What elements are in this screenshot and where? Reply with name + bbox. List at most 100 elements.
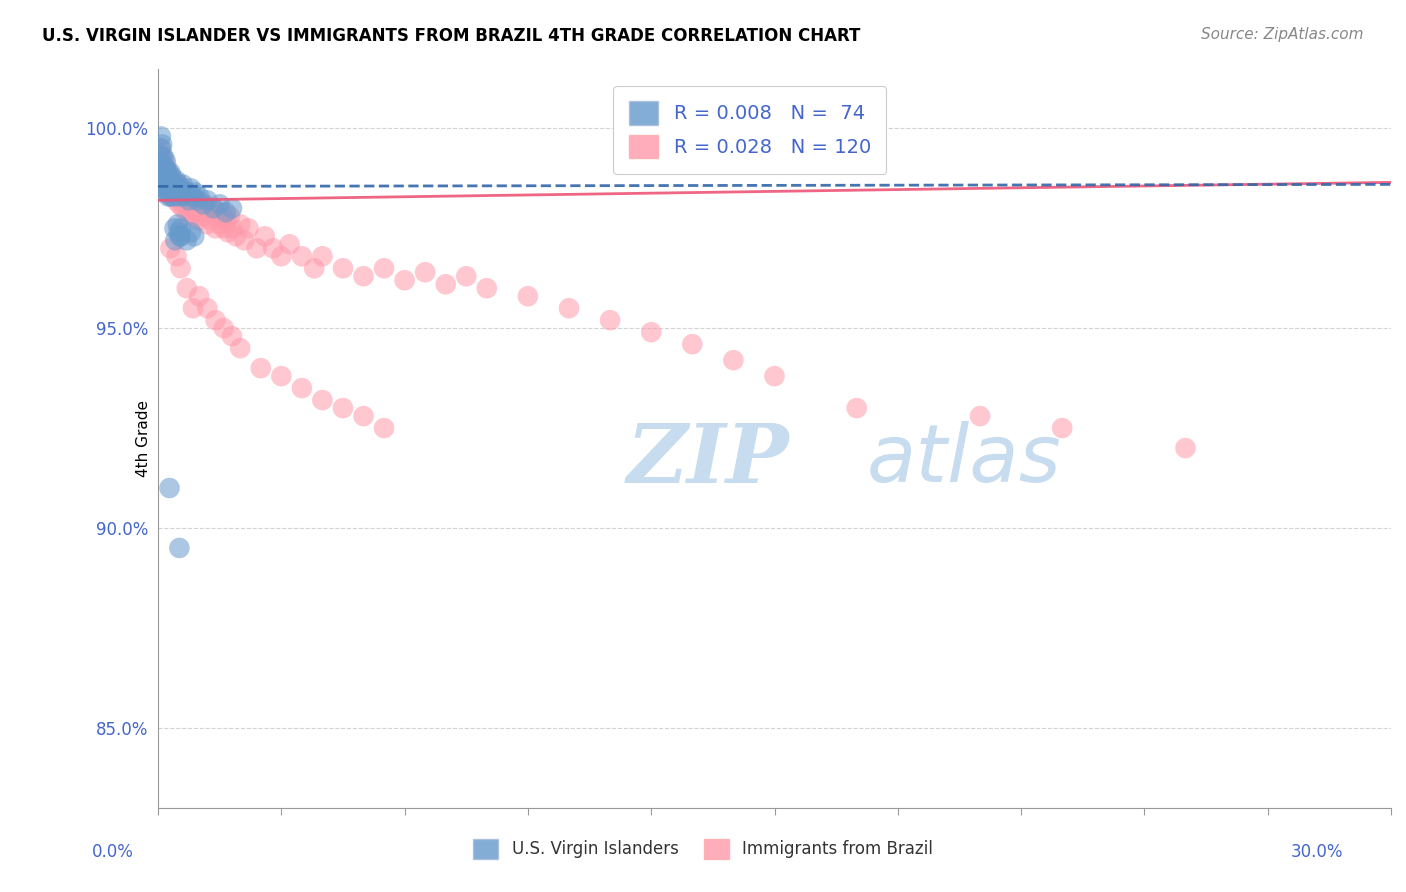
Legend: R = 0.008   N =  74, R = 0.028   N = 120: R = 0.008 N = 74, R = 0.028 N = 120 — [613, 86, 886, 174]
Point — [159, 178, 181, 192]
Point — [166, 178, 188, 192]
Point — [353, 269, 375, 284]
Point — [163, 189, 186, 203]
Point — [188, 289, 211, 303]
Point — [208, 217, 231, 231]
Point — [169, 229, 191, 244]
Point — [229, 217, 252, 231]
Point — [195, 301, 218, 316]
Point — [162, 186, 184, 200]
Point — [332, 261, 354, 276]
Text: U.S. VIRGIN ISLANDER VS IMMIGRANTS FROM BRAZIL 4TH GRADE CORRELATION CHART: U.S. VIRGIN ISLANDER VS IMMIGRANTS FROM … — [42, 27, 860, 45]
Point — [163, 181, 186, 195]
Point — [253, 229, 276, 244]
Point — [198, 205, 221, 219]
Point — [170, 221, 193, 235]
Point — [169, 229, 191, 244]
Point — [155, 157, 177, 171]
Point — [373, 261, 395, 276]
Point — [763, 369, 786, 384]
Point — [413, 265, 436, 279]
Point — [475, 281, 498, 295]
Point — [215, 213, 238, 227]
Point — [681, 337, 703, 351]
Point — [155, 178, 177, 192]
Point — [153, 165, 176, 179]
Point — [207, 210, 229, 224]
Point — [177, 202, 200, 216]
Point — [150, 149, 173, 163]
Point — [157, 186, 180, 200]
Point — [156, 173, 179, 187]
Point — [155, 161, 177, 176]
Point — [270, 249, 292, 263]
Point — [157, 181, 180, 195]
Point — [640, 325, 662, 339]
Point — [149, 149, 172, 163]
Point — [156, 178, 179, 192]
Point — [225, 229, 247, 244]
Point — [176, 233, 198, 247]
Point — [204, 221, 226, 235]
Point — [193, 197, 215, 211]
Point — [174, 186, 197, 200]
Point — [188, 213, 211, 227]
Point — [153, 161, 176, 176]
Point — [159, 173, 181, 187]
Point — [150, 161, 173, 176]
Point — [291, 381, 314, 395]
Point — [160, 181, 183, 195]
Point — [159, 169, 181, 184]
Point — [155, 153, 177, 168]
Point — [165, 194, 187, 208]
Point — [217, 225, 239, 239]
Point — [152, 169, 174, 184]
Point — [153, 173, 176, 187]
Point — [160, 169, 183, 184]
Point — [170, 181, 193, 195]
Point — [172, 202, 194, 216]
Point — [181, 189, 204, 203]
Point — [160, 189, 183, 203]
Point — [150, 161, 173, 176]
Point — [188, 189, 211, 203]
Text: 30.0%: 30.0% — [1291, 843, 1343, 861]
Point — [204, 313, 226, 327]
Point — [156, 181, 179, 195]
Point — [184, 186, 207, 200]
Point — [153, 181, 176, 195]
Point — [373, 421, 395, 435]
Point — [156, 186, 179, 200]
Point — [238, 221, 260, 235]
Point — [187, 197, 209, 211]
Point — [456, 269, 478, 284]
Point — [157, 173, 180, 187]
Point — [169, 261, 191, 276]
Point — [302, 261, 325, 276]
Point — [249, 361, 271, 376]
Point — [155, 169, 177, 184]
Point — [157, 178, 180, 192]
Point — [156, 165, 179, 179]
Point — [845, 401, 868, 416]
Point — [162, 178, 184, 192]
Point — [156, 165, 179, 179]
Point — [167, 178, 190, 192]
Point — [221, 202, 243, 216]
Point — [181, 197, 204, 211]
Point — [194, 197, 217, 211]
Point — [183, 194, 205, 208]
Point — [156, 178, 179, 192]
Point — [166, 186, 188, 200]
Point — [221, 329, 243, 343]
Point — [166, 181, 188, 195]
Point — [157, 189, 180, 203]
Point — [179, 189, 201, 203]
Point — [262, 241, 284, 255]
Point — [159, 165, 181, 179]
Point — [180, 181, 202, 195]
Text: ZIP: ZIP — [627, 420, 789, 500]
Y-axis label: 4th Grade: 4th Grade — [136, 400, 150, 476]
Point — [173, 189, 195, 203]
Point — [157, 181, 180, 195]
